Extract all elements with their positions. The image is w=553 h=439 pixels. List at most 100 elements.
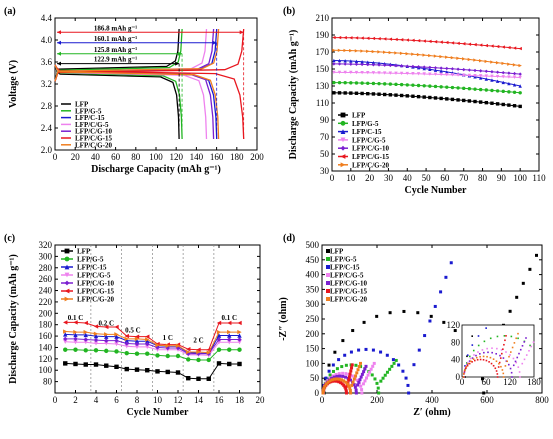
cycle-series — [332, 62, 522, 76]
impedance-point — [468, 362, 471, 365]
y-tick-label: 130 — [316, 81, 330, 91]
data-point — [422, 72, 426, 76]
data-point — [93, 324, 99, 329]
impedance-point — [471, 357, 474, 359]
data-point — [473, 58, 477, 62]
data-point — [507, 62, 511, 66]
capacity-annotation: 160.1 mAh g⁻¹ — [94, 35, 137, 43]
data-point — [473, 68, 477, 73]
impedance-point — [517, 366, 520, 368]
impedance-point — [473, 359, 476, 362]
data-point — [490, 88, 494, 93]
impedance-point — [516, 356, 519, 359]
data-point — [394, 82, 398, 87]
legend-label: LFP/C-15 — [352, 128, 382, 136]
impedance-point — [345, 384, 349, 388]
x-tick-label: 16 — [215, 395, 225, 405]
data-point — [450, 73, 455, 77]
data-point — [175, 343, 181, 348]
data-point — [349, 59, 353, 63]
impedance-point — [348, 389, 352, 393]
impedance-point — [502, 348, 504, 350]
x-tick-label: 160 — [210, 152, 224, 162]
data-point — [93, 337, 99, 343]
y-tick-label: 2.0 — [41, 145, 53, 155]
data-point — [186, 357, 191, 362]
y-axis-label: Discharge Capacity (mAh g⁻¹) — [288, 30, 299, 160]
impedance-point — [521, 345, 524, 347]
data-point — [155, 342, 160, 348]
impedance-point — [453, 329, 457, 333]
data-point — [134, 344, 140, 350]
impedance-point — [363, 367, 367, 371]
inset-y-tick-label: 40 — [451, 355, 461, 365]
impedance-point — [360, 388, 364, 392]
impedance-point — [342, 383, 346, 387]
impedance-point — [466, 354, 469, 356]
impedance-point — [500, 349, 503, 351]
x-tick-label: 50 — [422, 173, 432, 183]
impedance-point — [322, 386, 326, 390]
legend-label: LFP/G-5 — [77, 256, 104, 264]
impedance-point — [335, 379, 339, 383]
legend-label: LFP — [330, 248, 344, 256]
legend-item: LFP/C/G-20 — [338, 161, 389, 169]
y-tick-label: 150 — [306, 344, 320, 354]
data-point — [501, 80, 505, 85]
impedance-point — [485, 327, 487, 329]
impedance-point — [491, 347, 493, 349]
data-point — [343, 91, 347, 95]
data-point — [450, 97, 455, 102]
impedance-point — [471, 335, 473, 337]
inset-series — [462, 335, 507, 378]
impedance-point — [328, 379, 332, 383]
impedance-point — [479, 358, 482, 361]
legend-label: LFP/C/G-15 — [75, 135, 112, 143]
arrow-head-left — [57, 61, 61, 66]
cycle-series — [332, 80, 522, 95]
legend-item: LFP/C/G-5 — [61, 272, 111, 280]
impedance-point — [347, 384, 351, 388]
impedance-point — [402, 309, 406, 313]
impedance-point — [361, 382, 365, 386]
data-point — [354, 91, 359, 95]
data-point — [484, 59, 489, 64]
impedance-point — [489, 356, 492, 359]
data-point — [237, 347, 242, 352]
data-point — [411, 71, 415, 76]
impedance-point — [442, 320, 446, 324]
impedance-point — [503, 343, 505, 346]
series-line — [333, 49, 521, 67]
data-point — [366, 60, 370, 64]
legend-item: LFP/C/G-5 — [61, 121, 109, 129]
impedance-point — [359, 375, 363, 379]
y-tick-label: 210 — [316, 13, 330, 23]
impedance-point — [363, 379, 367, 383]
impedance-point — [472, 349, 475, 352]
data-point — [507, 81, 511, 86]
impedance-point — [337, 358, 341, 362]
legend-item: LFP/G-5 — [61, 256, 104, 264]
y-tick-label: 50 — [310, 373, 320, 383]
x-tick-label: 800 — [535, 395, 549, 405]
impedance-point — [515, 337, 517, 340]
data-point — [456, 98, 460, 102]
data-point — [433, 72, 438, 77]
legend-marker — [340, 162, 346, 168]
data-point — [399, 93, 404, 98]
data-point — [196, 349, 201, 355]
data-point — [456, 86, 460, 90]
arrow-head-left — [57, 40, 61, 45]
impedance-point — [355, 371, 359, 375]
data-point — [371, 81, 376, 86]
legend-item: LFP/C/G-10 — [61, 280, 114, 288]
impedance-point — [364, 347, 368, 351]
data-point — [124, 366, 129, 372]
impedance-point — [331, 369, 335, 373]
data-point — [462, 57, 466, 61]
data-point — [416, 94, 421, 99]
impedance-point — [499, 357, 502, 359]
data-point — [124, 341, 129, 346]
impedance-point — [507, 363, 510, 366]
data-point — [422, 65, 426, 69]
